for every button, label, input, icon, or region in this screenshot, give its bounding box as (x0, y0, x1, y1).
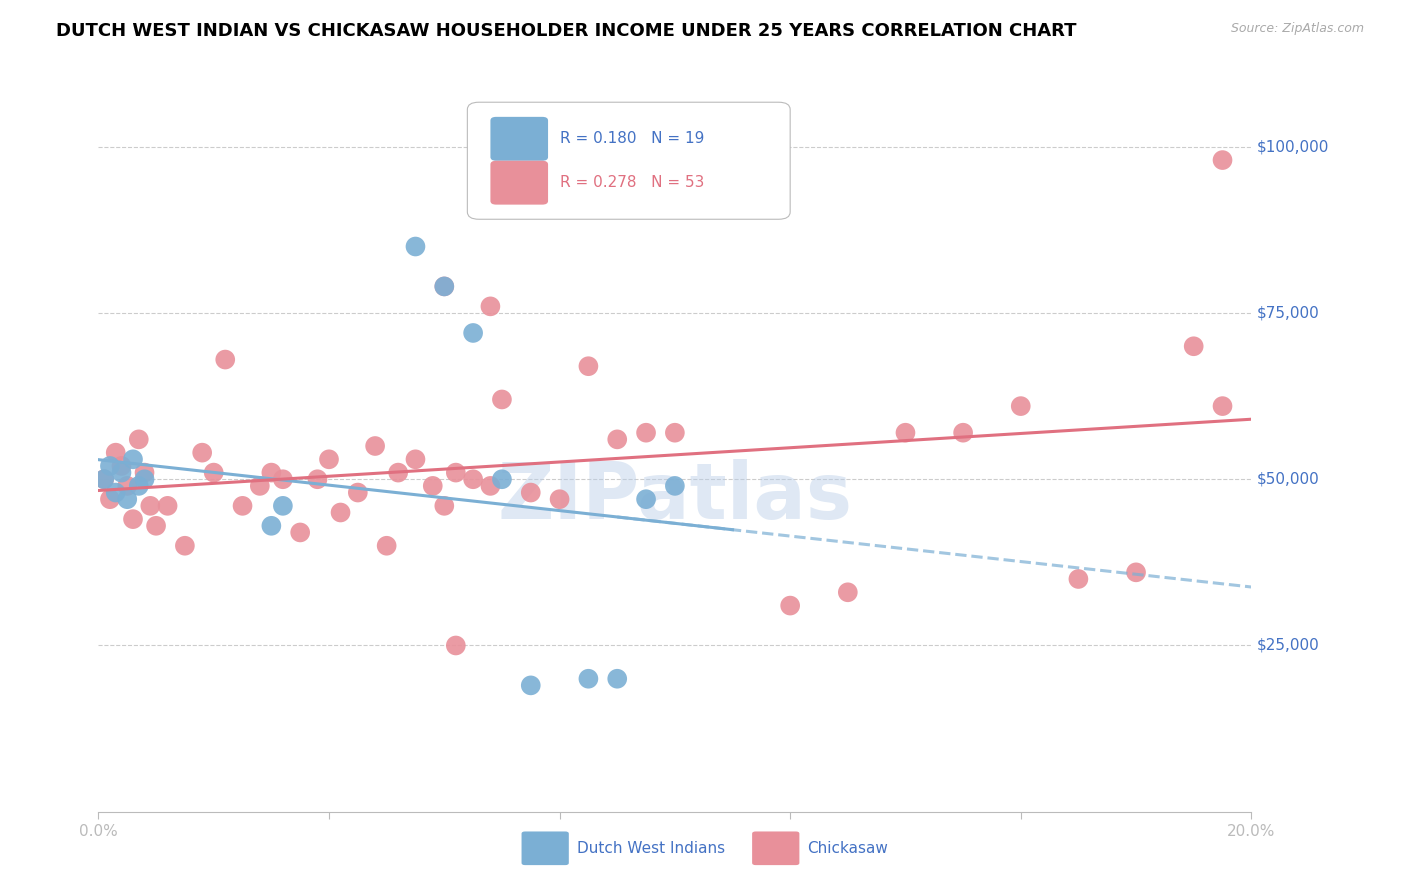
Point (156, 499, 179, 513)
Point (952, 425, 974, 440)
Point (636, 492, 658, 507)
Point (1125, 566, 1147, 580)
Point (329, 506, 352, 520)
Point (346, 485, 368, 500)
Point (606, 433, 628, 447)
Point (260, 518, 283, 533)
Point (128, 433, 150, 447)
Text: DUTCH WEST INDIAN VS CHICKASAW HOUSEHOLDER INCOME UNDER 25 YEARS CORRELATION CHA: DUTCH WEST INDIAN VS CHICKASAW HOUSEHOLD… (56, 22, 1077, 40)
Point (578, 359, 600, 374)
Point (202, 466, 225, 480)
Point (290, 525, 312, 540)
Text: Chickasaw: Chickasaw (807, 841, 889, 855)
Point (98, 492, 121, 507)
Point (145, 518, 167, 533)
Point (271, 472, 294, 486)
Point (1212, 153, 1234, 167)
Point (93, 472, 115, 486)
FancyBboxPatch shape (522, 831, 569, 865)
Point (122, 452, 145, 467)
Point (433, 279, 456, 293)
Text: Source: ZipAtlas.com: Source: ZipAtlas.com (1230, 22, 1364, 36)
Point (520, 678, 543, 692)
Point (405, 452, 427, 467)
Point (548, 492, 571, 507)
Point (578, 672, 600, 686)
Text: R = 0.180   N = 19: R = 0.180 N = 19 (560, 131, 704, 146)
Point (894, 425, 917, 440)
Point (664, 479, 686, 493)
Point (433, 279, 456, 293)
Text: R = 0.278   N = 53: R = 0.278 N = 53 (560, 175, 704, 190)
Point (375, 539, 398, 553)
Point (104, 445, 127, 459)
Point (1067, 572, 1090, 586)
Point (134, 466, 156, 480)
Point (134, 472, 156, 486)
Point (520, 485, 543, 500)
Point (444, 639, 467, 653)
Point (271, 499, 294, 513)
FancyBboxPatch shape (467, 103, 790, 219)
Point (110, 458, 132, 473)
Point (174, 539, 197, 553)
Point (110, 466, 132, 480)
Point (461, 472, 484, 486)
Point (479, 479, 502, 493)
Point (1212, 399, 1234, 413)
Point (364, 439, 387, 453)
Point (117, 492, 138, 507)
Point (461, 326, 484, 340)
Text: $75,000: $75,000 (1257, 306, 1320, 320)
Point (98, 458, 121, 473)
Point (122, 512, 145, 526)
Point (318, 452, 340, 467)
Point (837, 585, 859, 599)
Point (260, 466, 283, 480)
Text: $100,000: $100,000 (1257, 139, 1330, 154)
Point (387, 466, 409, 480)
FancyBboxPatch shape (491, 161, 548, 204)
Point (636, 425, 658, 440)
Point (405, 239, 427, 253)
Point (491, 472, 513, 486)
Point (1010, 399, 1032, 413)
Point (104, 485, 127, 500)
Point (422, 479, 444, 493)
Point (606, 672, 628, 686)
FancyBboxPatch shape (752, 831, 800, 865)
Point (93, 472, 115, 486)
Text: ZIPatlas: ZIPatlas (498, 459, 852, 535)
Point (117, 479, 138, 493)
Point (128, 479, 150, 493)
Point (1182, 339, 1205, 353)
Point (491, 392, 513, 407)
Point (139, 499, 162, 513)
Point (231, 499, 254, 513)
Point (249, 479, 271, 493)
Text: $50,000: $50,000 (1257, 472, 1320, 487)
Text: $25,000: $25,000 (1257, 638, 1320, 653)
Point (779, 599, 801, 613)
Text: Dutch West Indians: Dutch West Indians (576, 841, 725, 855)
Point (664, 425, 686, 440)
Point (191, 445, 214, 459)
Point (479, 299, 502, 313)
Point (214, 352, 236, 367)
Point (433, 499, 456, 513)
FancyBboxPatch shape (491, 117, 548, 161)
Point (444, 466, 467, 480)
Point (307, 472, 329, 486)
